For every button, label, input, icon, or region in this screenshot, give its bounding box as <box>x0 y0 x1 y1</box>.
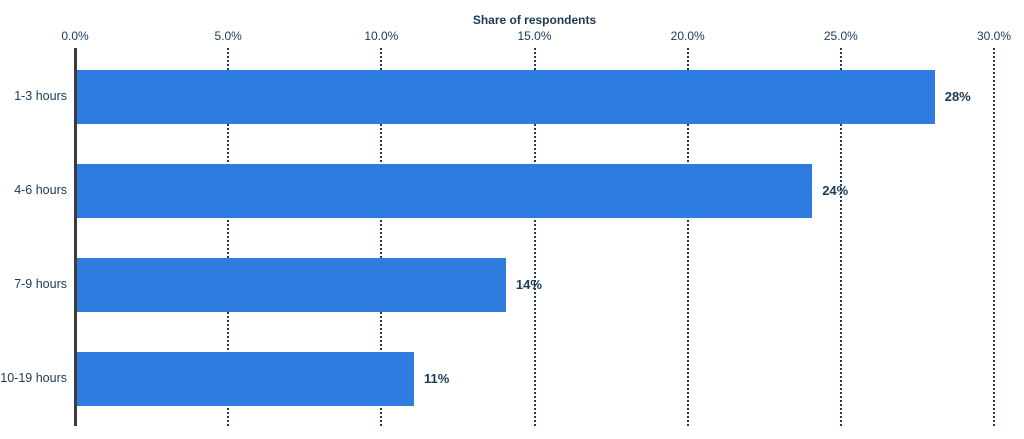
value-label: 14% <box>515 277 542 292</box>
category-label: 7-9 hours <box>14 277 67 291</box>
gridline <box>380 48 383 426</box>
y-axis-line <box>74 48 77 426</box>
gridline <box>533 48 536 426</box>
x-axis-tick-label: 20.0% <box>670 29 705 43</box>
gridline <box>839 48 842 426</box>
x-axis-tick-label: 10.0% <box>364 29 399 43</box>
bar-10-19-hours <box>77 352 414 406</box>
x-axis-tick-label: 25.0% <box>823 29 858 43</box>
category-label: 1-3 hours <box>14 89 67 103</box>
value-label: 11% <box>423 371 450 386</box>
x-axis-tick-label: 30.0% <box>976 29 1012 43</box>
bar-7-9-hours <box>77 258 506 312</box>
gridline <box>686 48 689 426</box>
value-label: 24% <box>822 183 849 198</box>
bar-1-3-hours <box>77 70 935 124</box>
bar-4-6-hours <box>77 164 813 218</box>
plot-area: 1-3 hours 28% 4-6 hours 24% 7-9 hours 14% 10-1… <box>0 48 1024 426</box>
x-axis-title: Share of respondents <box>472 13 597 27</box>
x-axis-tick-label: 15.0% <box>517 29 552 43</box>
category-label: 10-19 hours <box>0 371 67 385</box>
value-label: 28% <box>944 89 971 104</box>
x-axis-tick-label: 5.0% <box>214 29 242 43</box>
gridline <box>227 48 230 426</box>
x-axis-tick-label: 0.0% <box>61 29 89 43</box>
gridline <box>993 48 995 426</box>
category-label: 4-6 hours <box>14 183 67 197</box>
